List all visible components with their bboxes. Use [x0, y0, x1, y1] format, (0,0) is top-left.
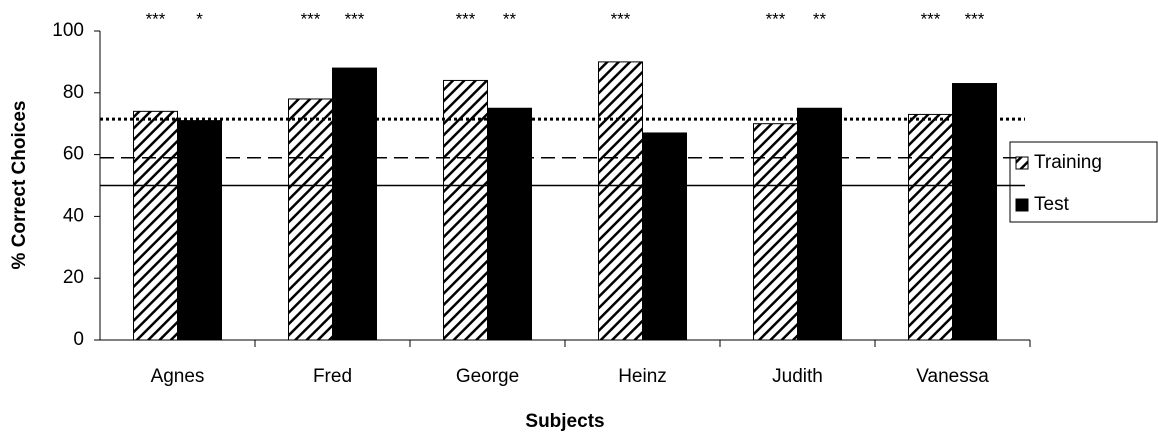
bar: [332, 67, 377, 341]
significance-label: **: [503, 9, 517, 28]
bar: [288, 98, 333, 341]
y-axis-title: % Correct Choices: [9, 101, 30, 270]
x-tick-label: George: [456, 366, 519, 387]
y-tick-label: 0: [73, 329, 84, 350]
significance-label: ***: [921, 9, 941, 28]
bar: [908, 113, 953, 341]
y-tick-label: 20: [63, 267, 84, 288]
significance-label: **: [813, 9, 827, 28]
legend-box: [1009, 141, 1158, 223]
bar: [133, 110, 178, 341]
significance-label: ***: [301, 9, 321, 28]
bar: [642, 132, 687, 341]
y-tick-label: 60: [63, 144, 84, 165]
y-tick-label: 40: [63, 205, 84, 226]
y-tick-label: 80: [63, 82, 84, 103]
x-tick-label: Judith: [772, 366, 823, 387]
legend-label: Test: [1034, 194, 1070, 215]
significance-label: ***: [766, 9, 786, 28]
bar: [598, 61, 643, 341]
bar: [487, 107, 532, 341]
bar: [797, 107, 842, 341]
x-axis-title: Subjects: [525, 411, 604, 432]
x-tick-label: Fred: [313, 366, 352, 387]
legend-swatch: [1015, 198, 1029, 212]
bar: [952, 83, 997, 341]
legend-label: Training: [1034, 152, 1102, 173]
bar: [177, 120, 222, 341]
significance-label: ***: [965, 9, 985, 28]
significance-label: ***: [456, 9, 476, 28]
significance-label: ***: [611, 9, 631, 28]
x-tick-label: Heinz: [618, 366, 667, 387]
significance-label: *: [196, 9, 203, 28]
significance-label: ***: [146, 9, 166, 28]
x-tick-label: Vanessa: [916, 366, 989, 387]
legend-swatch: [1015, 156, 1029, 170]
x-tick-label: Agnes: [151, 366, 205, 387]
bar: [753, 123, 798, 341]
y-tick-label: 100: [52, 20, 84, 41]
significance-label: ***: [345, 9, 365, 28]
